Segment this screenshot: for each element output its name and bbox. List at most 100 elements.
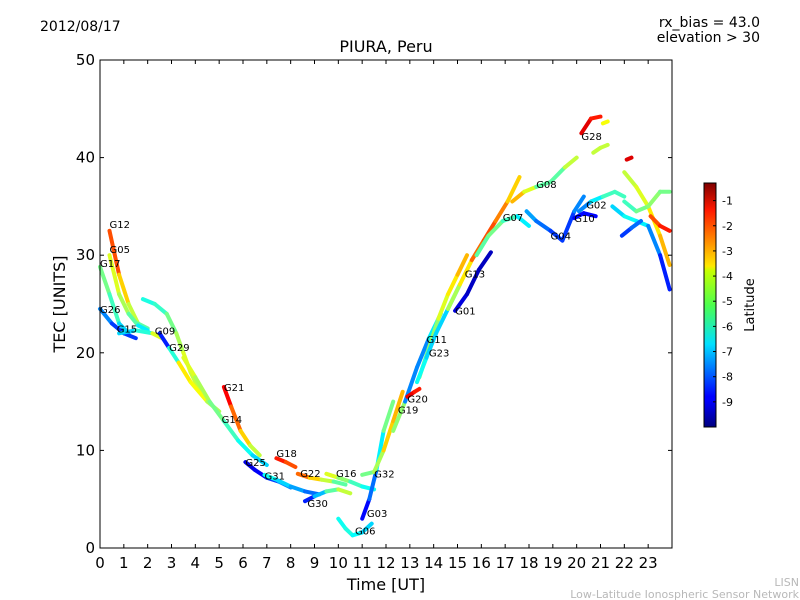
satellite-track bbox=[648, 214, 672, 233]
y-tick-label: 30 bbox=[76, 246, 95, 264]
track-segment bbox=[248, 443, 262, 458]
colorbar-tick-label: -3 bbox=[722, 245, 733, 258]
satellite-track bbox=[221, 385, 262, 458]
track-segment bbox=[133, 328, 155, 336]
track-segment bbox=[136, 323, 150, 333]
series-label: G12 bbox=[110, 220, 130, 231]
satellite-track bbox=[405, 386, 422, 399]
track-segment bbox=[658, 233, 672, 267]
series-label: G16 bbox=[336, 469, 356, 480]
track-segment bbox=[181, 355, 198, 380]
track-segment bbox=[646, 223, 663, 258]
track-segment bbox=[548, 228, 565, 243]
track-segment bbox=[493, 199, 510, 223]
track-segment bbox=[424, 331, 439, 360]
x-tick-label: 14 bbox=[424, 554, 443, 572]
track-segment bbox=[534, 180, 553, 189]
track-segment bbox=[474, 233, 491, 258]
track-segment bbox=[164, 311, 179, 336]
y-axis-ticks: 0 10 20 30 40 50 bbox=[76, 51, 672, 557]
track-segment bbox=[455, 253, 469, 277]
x-tick-label: 17 bbox=[496, 554, 515, 572]
track-segment bbox=[619, 225, 634, 238]
track-segment bbox=[107, 253, 122, 297]
track-segment bbox=[126, 311, 141, 328]
track-segment bbox=[324, 471, 341, 480]
track-segment bbox=[360, 497, 372, 521]
track-segment bbox=[560, 209, 577, 243]
track-segment bbox=[229, 404, 243, 433]
series-label: G23 bbox=[429, 349, 449, 360]
y-tick-label: 10 bbox=[76, 441, 95, 459]
satellite-track bbox=[600, 119, 610, 126]
satellite-track bbox=[591, 142, 610, 155]
x-tick-label: 7 bbox=[262, 554, 272, 572]
series-label: G21 bbox=[224, 383, 244, 394]
track-segment bbox=[381, 399, 396, 433]
track-segment bbox=[648, 214, 663, 228]
y-tick-label: 40 bbox=[76, 149, 95, 167]
x-axis-ticks: 0 1 2 3 4 5 6 7 8 9 10 11 12 13 14 15 16 17 18 19 20 21 22 23 bbox=[95, 60, 658, 572]
track-segment bbox=[646, 189, 663, 209]
track-segment bbox=[505, 175, 522, 204]
satellite-track bbox=[474, 214, 531, 258]
series-label: G14 bbox=[222, 415, 242, 426]
x-tick-label: 1 bbox=[119, 554, 129, 572]
track-segment bbox=[453, 292, 469, 313]
track-segment bbox=[581, 211, 598, 219]
credit-short: LISN bbox=[774, 576, 799, 589]
track-segment bbox=[126, 302, 141, 326]
x-tick-label: 9 bbox=[310, 554, 320, 572]
track-segment bbox=[522, 184, 539, 194]
credit-long: Low-Latitude Ionospheric Sensor Network bbox=[570, 588, 799, 600]
track-segment bbox=[238, 428, 253, 448]
track-segment bbox=[572, 194, 586, 214]
track-segment bbox=[610, 204, 627, 219]
x-tick-label: 16 bbox=[472, 554, 491, 572]
track-segment bbox=[534, 219, 553, 233]
track-segment bbox=[589, 114, 603, 121]
track-segment bbox=[548, 165, 567, 184]
date-label: 2012/08/17 bbox=[40, 19, 121, 35]
satellite-track bbox=[572, 211, 598, 221]
series-label: G17 bbox=[100, 259, 120, 270]
satellite-track bbox=[336, 516, 374, 538]
track-segment bbox=[600, 119, 610, 126]
series-label: G11 bbox=[427, 335, 447, 346]
series-label: G02 bbox=[586, 200, 606, 211]
track-segment bbox=[486, 219, 505, 238]
track-segment bbox=[562, 155, 579, 170]
satellite-track bbox=[510, 155, 579, 204]
track-segment bbox=[412, 386, 422, 394]
track-segment bbox=[176, 360, 193, 385]
satellite-track bbox=[577, 189, 627, 214]
series-label: G10 bbox=[574, 214, 594, 225]
track-segment bbox=[319, 477, 336, 484]
colorbar-tick-label: -4 bbox=[722, 270, 733, 283]
satellite-track bbox=[107, 253, 150, 333]
x-tick-label: 5 bbox=[214, 554, 224, 572]
track-segment bbox=[98, 306, 114, 326]
series-label: G25 bbox=[245, 458, 265, 469]
series-label: G01 bbox=[455, 307, 475, 318]
series-label: G26 bbox=[100, 305, 120, 316]
series-label: G29 bbox=[169, 343, 189, 354]
series-label: G07 bbox=[503, 213, 523, 224]
track-segment bbox=[98, 264, 112, 297]
track-segment bbox=[624, 155, 634, 162]
track-segment bbox=[167, 345, 181, 365]
series-label: G09 bbox=[155, 326, 175, 337]
series-label: G13 bbox=[465, 270, 485, 281]
x-tick-label: 6 bbox=[238, 554, 248, 572]
track-segment bbox=[476, 250, 493, 272]
elevation-label: elevation > 30 bbox=[657, 30, 760, 46]
track-segment bbox=[600, 189, 617, 199]
track-segment bbox=[658, 253, 672, 292]
series-label: G31 bbox=[265, 472, 285, 483]
x-tick-label: 10 bbox=[329, 554, 348, 572]
track-segment bbox=[629, 219, 643, 230]
track-segment bbox=[117, 272, 131, 306]
track-segment bbox=[312, 489, 329, 499]
track-segment bbox=[262, 472, 279, 482]
